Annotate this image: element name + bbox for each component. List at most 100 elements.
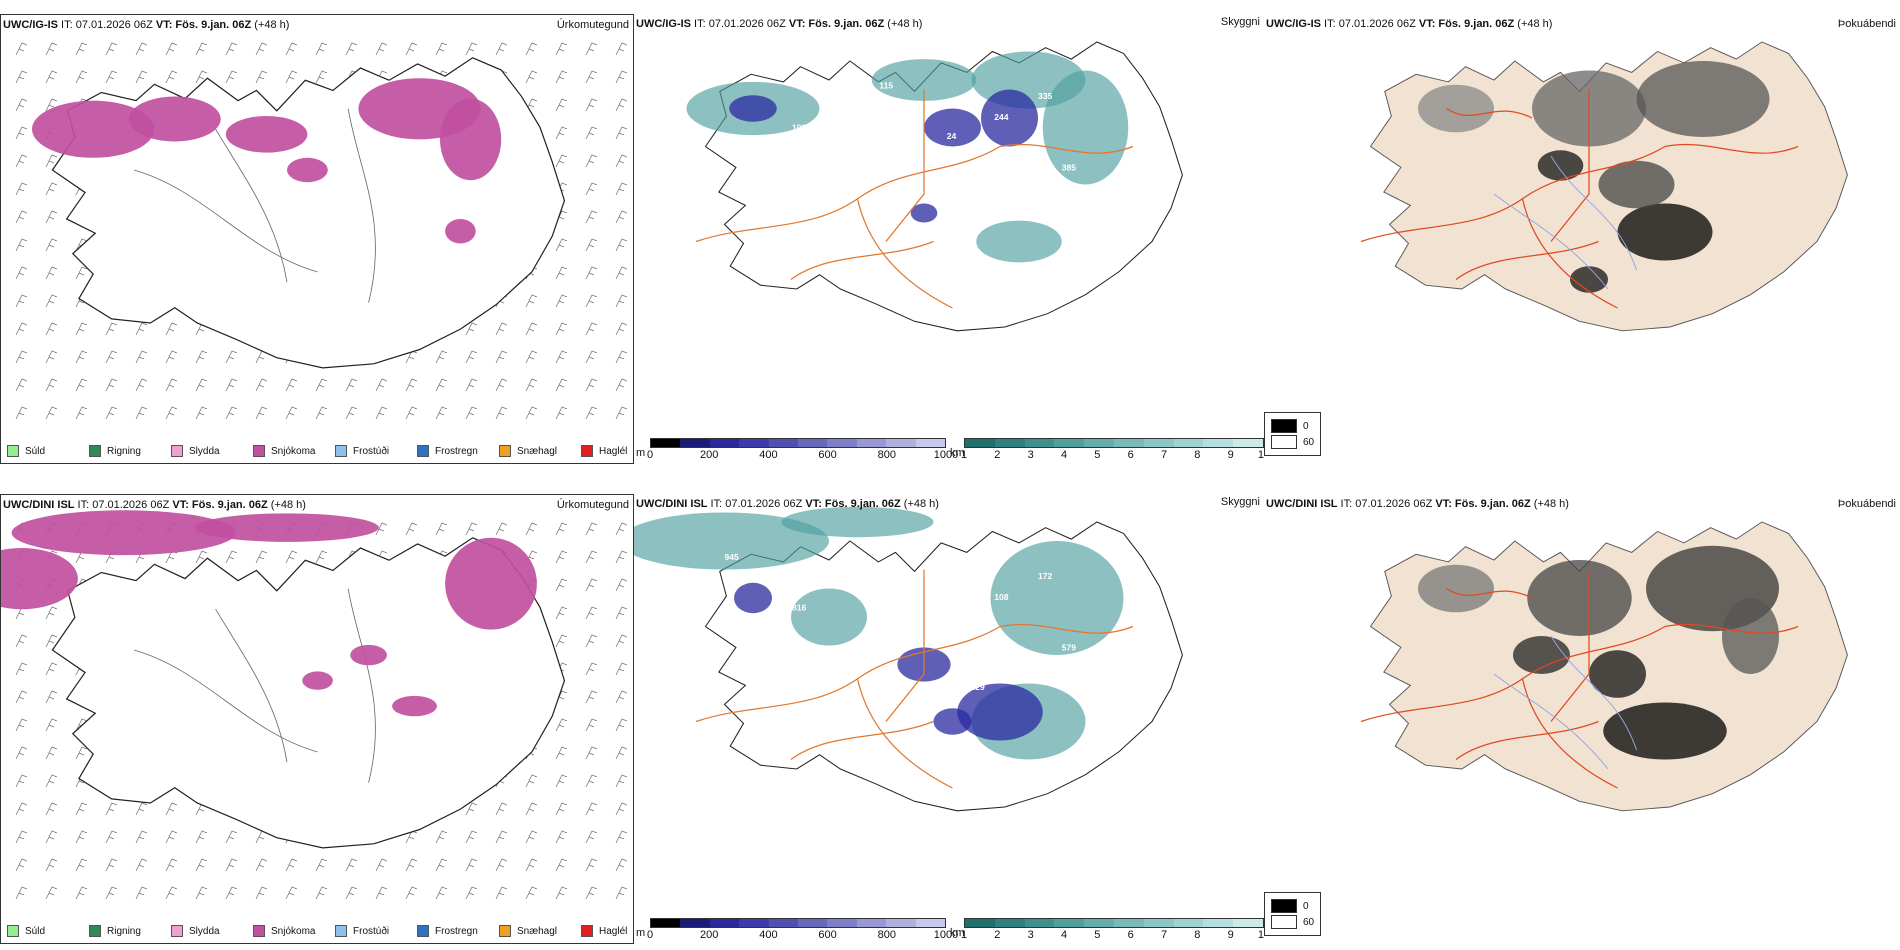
colorbar-step	[1113, 439, 1144, 447]
colorbar-tick: 1	[960, 449, 968, 461]
legend-item: Haglél	[581, 445, 633, 457]
legend-swatch	[499, 925, 511, 937]
wind-barb	[75, 830, 88, 844]
wind-barb	[585, 238, 598, 252]
wind-barb	[375, 406, 388, 420]
wind-barb	[585, 830, 598, 844]
legend-item: Súld	[7, 445, 89, 457]
wind-barb	[525, 774, 538, 788]
visibility-map-2: 945 816 890 495 108 579 500 588 290 429 172 133 180 1…	[634, 506, 1183, 812]
fog-legend-label: 60	[1303, 916, 1315, 928]
wind-barb	[75, 42, 88, 56]
legend-item: Slydda	[171, 445, 253, 457]
wind-barb	[135, 350, 148, 364]
wind-barb	[15, 42, 28, 56]
cloud-base-label: 180	[812, 672, 827, 682]
wind-barb	[615, 42, 628, 56]
colorbar-step	[1173, 919, 1204, 927]
cloud-base-area	[957, 683, 1043, 741]
wind-barb	[435, 886, 448, 900]
valid-time: VT: Fös. 9.jan. 06Z	[805, 498, 901, 510]
visibility-panel-2: 945 816 890 495 108 579 500 588 290 429 172 133 180 1…	[634, 494, 1264, 944]
legend-label: Haglél	[599, 925, 628, 937]
wind-barb	[45, 718, 58, 732]
wind-barb	[75, 802, 88, 816]
colorbar-unit: m	[636, 927, 646, 939]
wind-barb	[555, 322, 568, 336]
snowfall-area	[1, 548, 78, 610]
wind-barb	[45, 98, 58, 112]
colorbar-tick: 6	[1127, 929, 1134, 941]
wind-barb	[615, 746, 628, 760]
wind-barb	[555, 266, 568, 280]
wind-barb	[585, 42, 598, 56]
valid-time: VT: Fös. 9.jan. 06Z	[1418, 18, 1515, 30]
colorbar-tick: 2	[994, 929, 1001, 941]
colorbar-tick: 4	[1060, 449, 1068, 461]
wind-barb	[555, 522, 568, 536]
wind-barb	[165, 858, 178, 872]
wind-barb	[105, 322, 118, 336]
map-layer: 945 816 890 495 108 579 500 588 290 429 172 133 180 1…	[634, 506, 1183, 812]
wind-barb	[495, 322, 508, 336]
colorbar-tick: 8	[1194, 929, 1201, 941]
cloud-base-area	[734, 582, 772, 614]
colorbar-step	[1084, 439, 1114, 447]
wind-barb	[45, 350, 58, 364]
wind-barb	[615, 238, 628, 252]
legend-item: Snæhagl	[499, 445, 581, 457]
wind-barb	[375, 42, 388, 56]
wind-barb	[345, 406, 358, 420]
colorbar-ticks: 0 200 400 600 800 1000	[647, 448, 958, 462]
wind-barb	[555, 550, 568, 564]
lead-time: (+48 h)	[900, 498, 939, 510]
wind-barb	[585, 98, 598, 112]
snowfall-area	[392, 695, 437, 717]
legend-item: Rigning	[89, 925, 171, 937]
rivers	[1493, 635, 1637, 770]
colorbar-step	[915, 919, 946, 927]
legend-item: Snæhagl	[499, 925, 581, 937]
wind-barb	[135, 322, 148, 336]
wind-barb	[585, 322, 598, 336]
legend-label: Slydda	[189, 925, 220, 937]
panel-label: Úrkomutegund	[556, 19, 629, 31]
colorbar-tick: 3	[1027, 929, 1034, 941]
legend-swatch	[7, 925, 19, 937]
wind-barb	[45, 182, 58, 196]
wind-barb	[555, 606, 568, 620]
snowfall-area	[350, 644, 387, 666]
colorbar-tick: 1000	[933, 929, 959, 941]
cloud-base-label: 335	[1038, 91, 1053, 101]
wind-barb	[75, 266, 88, 280]
snowfall-area	[195, 513, 379, 542]
colorbar-tick: 200	[700, 449, 719, 461]
colorbar-strip	[964, 918, 1264, 928]
snowfall-area	[225, 115, 308, 153]
wind-barb	[495, 350, 508, 364]
wind-barb	[495, 406, 508, 420]
wind-barb	[15, 154, 28, 168]
colorbar-strip	[650, 918, 946, 928]
wind-barb	[225, 378, 238, 392]
wind-barb	[615, 154, 628, 168]
init-time: IT: 07.01.2026 06Z	[1337, 498, 1436, 510]
colorbar-strip	[964, 438, 1264, 448]
colorbar-tick: 2	[994, 449, 1001, 461]
legend-label: Frostregn	[435, 925, 478, 937]
wind-barb	[525, 70, 538, 84]
wind-barb	[585, 634, 598, 648]
wind-barb	[615, 718, 628, 732]
legend-label: Frostúði	[353, 445, 390, 457]
colorbar-tick: 200	[700, 929, 719, 941]
fog-legend-swatch	[1271, 915, 1297, 929]
wind-barb	[225, 550, 238, 564]
wind-barb	[585, 774, 598, 788]
road-network	[695, 569, 1134, 789]
legend-label: Slydda	[189, 445, 220, 457]
wind-barb	[195, 886, 208, 900]
legend-label: Frostregn	[435, 445, 478, 457]
wind-barb	[375, 378, 388, 392]
wind-barb	[615, 830, 628, 844]
wind-barb	[315, 886, 328, 900]
